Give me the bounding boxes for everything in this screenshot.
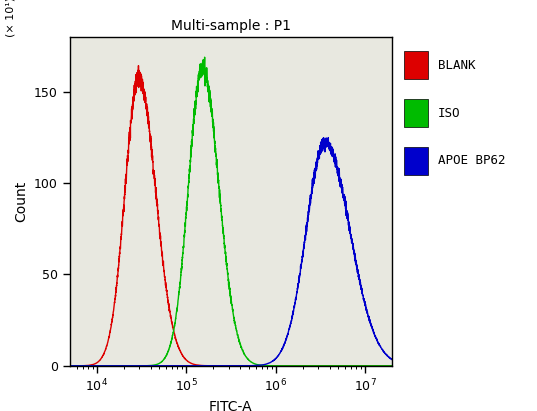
BLANK — [204, 363, 211, 368]
APOE BP62 — [67, 363, 73, 368]
Line: APOE BP62: APOE BP62 — [70, 138, 392, 366]
APOE BP62 — [348, 235, 354, 240]
APOE BP62 — [325, 135, 331, 140]
BLANK — [103, 344, 110, 349]
APOE BP62 — [204, 363, 211, 368]
ISO — [201, 55, 208, 60]
Line: BLANK: BLANK — [70, 66, 392, 366]
Line: ISO: ISO — [70, 57, 392, 366]
ISO — [103, 363, 110, 368]
ISO — [190, 120, 197, 125]
BLANK — [135, 63, 142, 68]
FancyBboxPatch shape — [404, 99, 429, 127]
Text: ISO: ISO — [438, 106, 460, 120]
X-axis label: FITC-A: FITC-A — [209, 400, 253, 411]
BLANK — [122, 179, 129, 184]
APOE BP62 — [382, 352, 389, 357]
ISO — [122, 363, 129, 368]
BLANK — [190, 362, 197, 367]
APOE BP62 — [190, 363, 197, 368]
BLANK — [389, 363, 395, 368]
BLANK — [382, 363, 389, 368]
APOE BP62 — [389, 357, 395, 362]
Text: BLANK: BLANK — [438, 59, 475, 72]
BLANK — [348, 363, 354, 368]
FancyBboxPatch shape — [404, 147, 429, 175]
APOE BP62 — [122, 363, 129, 368]
ISO — [382, 363, 389, 368]
Y-axis label: Count: Count — [14, 181, 28, 222]
FancyBboxPatch shape — [404, 51, 429, 79]
ISO — [204, 85, 211, 90]
APOE BP62 — [103, 363, 110, 368]
Text: (× 10¹): (× 10¹) — [5, 0, 16, 37]
Title: Multi-sample : P1: Multi-sample : P1 — [171, 19, 291, 33]
ISO — [67, 363, 73, 368]
ISO — [389, 363, 395, 368]
Text: APOE BP62: APOE BP62 — [438, 155, 505, 167]
ISO — [348, 363, 354, 368]
BLANK — [67, 363, 73, 368]
